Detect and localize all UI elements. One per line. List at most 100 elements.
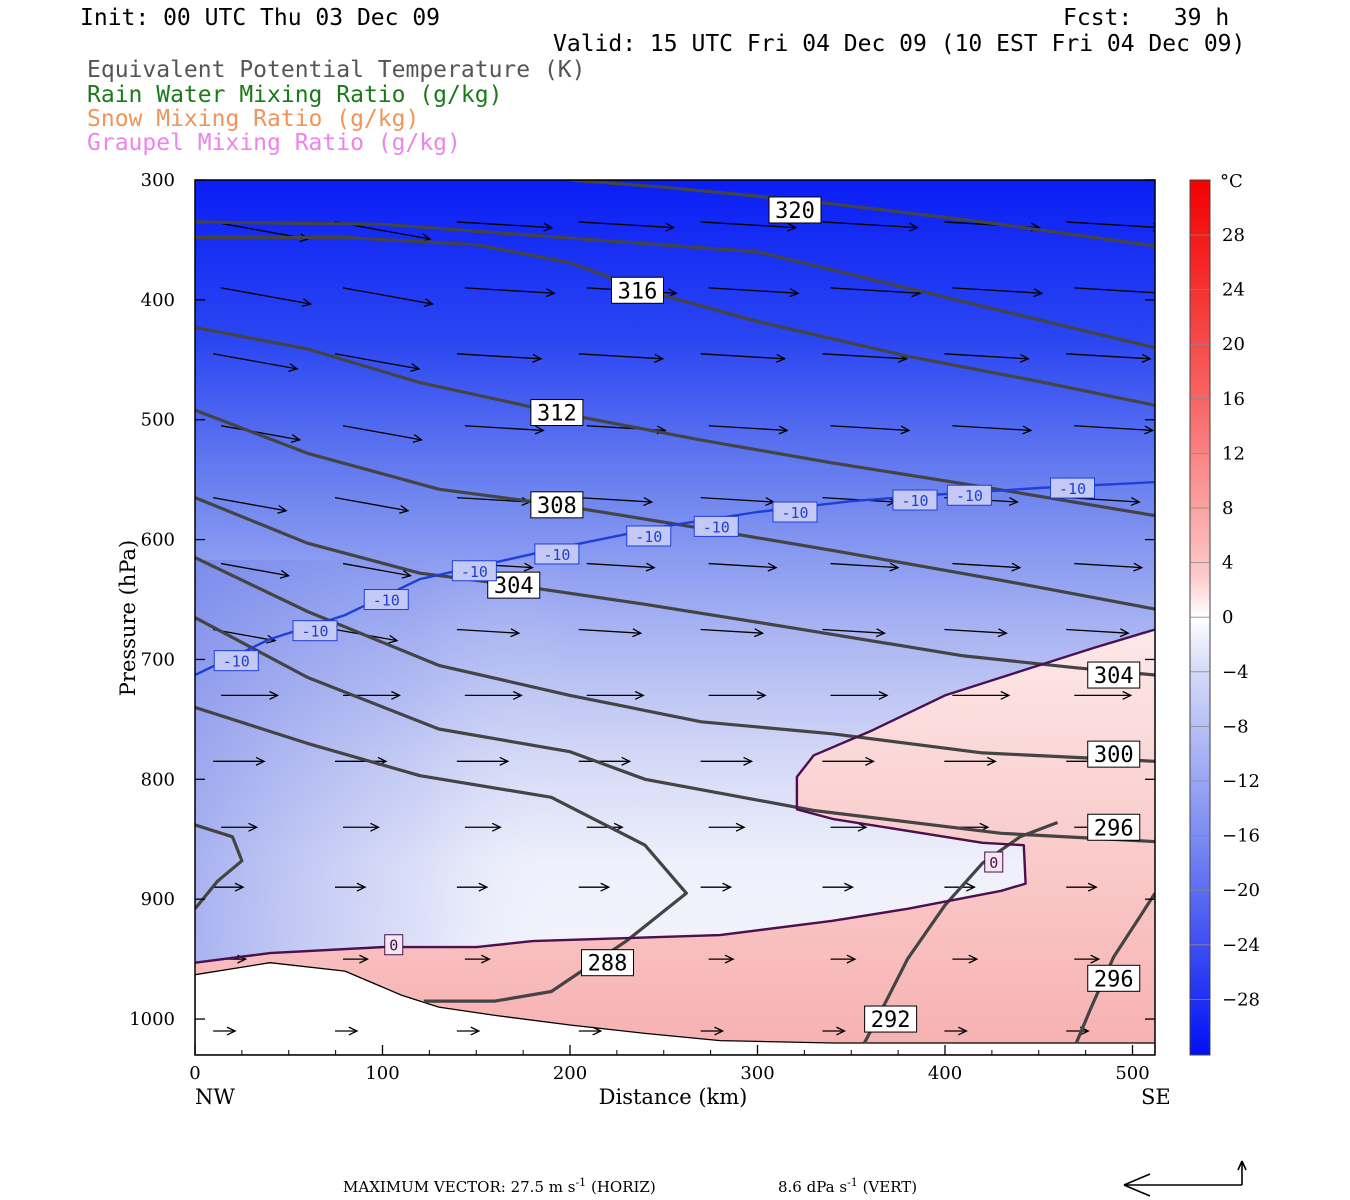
svg-text:-10: -10: [301, 623, 328, 641]
temperature-labels: -10 -10 -10 -10 -10 -10 -10 -10 -10 -10 -10 0 0: [213, 477, 1095, 956]
y-tick-label: 700: [141, 649, 175, 670]
wind-arrow: [1066, 353, 1152, 363]
y-tick-label: 500: [141, 410, 175, 431]
y-tick-label: 300: [141, 170, 175, 191]
isotherm-label: -10: [213, 650, 259, 672]
colorbar-label: −8: [1222, 716, 1249, 737]
theta-e-line: [1074, 892, 1155, 1044]
wind-arrow: [1066, 882, 1098, 892]
y-tick-label: 1000: [129, 1009, 175, 1030]
wind-arrow: [708, 287, 800, 298]
vert-vector-label: 8.6 dPa s: [778, 1178, 847, 1196]
x-tick-label: 100: [365, 1063, 399, 1084]
wind-arrow: [586, 562, 656, 572]
wind-arrow: [830, 822, 868, 832]
svg-text:288: 288: [588, 952, 628, 977]
theta-e-label: 304: [1087, 661, 1141, 689]
horiz-label: (HORIZ): [591, 1178, 656, 1196]
svg-text:8.6 dPa s-1 (VERT): 8.6 dPa s-1 (VERT): [778, 1176, 917, 1196]
colorbar-label: 24: [1222, 280, 1245, 301]
legend-snow: Snow Mixing Ratio (g/kg): [87, 106, 420, 132]
x-tick-label: 200: [553, 1063, 587, 1084]
wind-arrow: [221, 425, 302, 443]
svg-text:296: 296: [1094, 816, 1134, 841]
wind-arrow: [952, 954, 979, 964]
colorbar-label: −16: [1222, 826, 1260, 847]
colorbar-label: 12: [1222, 443, 1245, 464]
isotherm-label: -10: [892, 489, 938, 511]
wind-arrow: [213, 756, 266, 766]
wind-arrow: [944, 353, 1030, 363]
wind-arrow: [335, 1026, 359, 1036]
wind-arrow: [822, 882, 854, 892]
wind-arrow: [952, 690, 1011, 700]
x-axis-ticks: 0 100 200 300 400 500: [189, 1045, 1150, 1084]
theta-e-label: 320: [768, 196, 822, 224]
wind-arrow: [342, 287, 434, 308]
theta-e-line: [195, 496, 1155, 677]
y-tick-label: 900: [141, 889, 175, 910]
svg-text:304: 304: [1094, 664, 1134, 689]
wind-arrow: [334, 353, 421, 372]
wind-arrow: [456, 353, 543, 363]
y-axis-label: Pressure (hPa): [116, 540, 140, 696]
colorbar-label: −12: [1222, 771, 1260, 792]
terrain: [195, 962, 1155, 1055]
wind-arrow: [1066, 628, 1130, 638]
wind-arrow: [342, 425, 423, 443]
x-tick-label: 0: [189, 1063, 200, 1084]
theta-e-label: 312: [530, 399, 584, 427]
isotherm-label: -10: [626, 525, 672, 547]
legend-graupel: Graupel Mixing Ratio (g/kg): [87, 130, 461, 156]
isotherm-label: -10: [946, 484, 992, 506]
wind-arrow: [221, 287, 313, 308]
svg-text:304: 304: [494, 574, 534, 599]
wind-arrow: [830, 690, 889, 700]
isotherm-label: -10: [1050, 477, 1095, 499]
colorbar-label: −28: [1222, 989, 1260, 1010]
svg-text:-10: -10: [373, 592, 400, 610]
svg-text:-10: -10: [703, 518, 730, 536]
wind-arrow: [944, 1026, 968, 1036]
theta-e-line: [195, 220, 1155, 350]
wind-arrow: [213, 1026, 237, 1036]
colorbar-unit: °C: [1220, 171, 1243, 192]
theta-e-line: [195, 616, 1155, 844]
theta-e-label: 296: [1087, 964, 1141, 992]
wind-arrow: [456, 756, 510, 766]
wind-arrow: [708, 425, 789, 435]
svg-text:292: 292: [871, 1008, 911, 1033]
wind-arrow: [830, 954, 857, 964]
wind-arrow: [578, 496, 654, 507]
wind-arrow: [342, 562, 412, 579]
isotherm-label: 0: [984, 851, 1004, 873]
wind-arrow: [944, 756, 997, 766]
svg-text:308: 308: [537, 494, 577, 519]
svg-text:-10: -10: [461, 563, 488, 581]
wind-arrow: [1066, 221, 1155, 232]
wind-arrow: [464, 425, 545, 435]
wind-arrow: [456, 1026, 481, 1036]
wind-arrow: [700, 756, 754, 766]
theta-e-line: [195, 408, 1155, 611]
colorbar-label: 28: [1222, 225, 1245, 246]
wind-arrow: [578, 1026, 603, 1036]
wind-arrow: [334, 496, 410, 514]
theta-e-label: 296: [1087, 813, 1141, 841]
theta-e-line: [195, 823, 244, 910]
x-tick-label: 300: [740, 1063, 774, 1084]
wind-arrow: [822, 1026, 846, 1036]
wind-arrow: [578, 221, 676, 232]
theta-e-label: 288: [581, 949, 634, 977]
legend-rain: Rain Water Mixing Ratio (g/kg): [87, 82, 503, 108]
init-time: Init: 00 UTC Thu 03 Dec 09: [80, 5, 441, 31]
wind-arrow: [578, 756, 632, 766]
valid-time: Valid: 15 UTC Fri 04 Dec 09 (10 EST Fri …: [553, 31, 1246, 57]
svg-text:316: 316: [618, 279, 658, 304]
plot-frame: [194, 179, 1156, 1056]
x-right-end-label: SE: [1141, 1085, 1171, 1109]
svg-text:0: 0: [989, 854, 998, 872]
svg-text:300: 300: [1094, 743, 1134, 768]
wind-arrow: [1074, 562, 1144, 572]
wind-arrow: [343, 822, 380, 832]
